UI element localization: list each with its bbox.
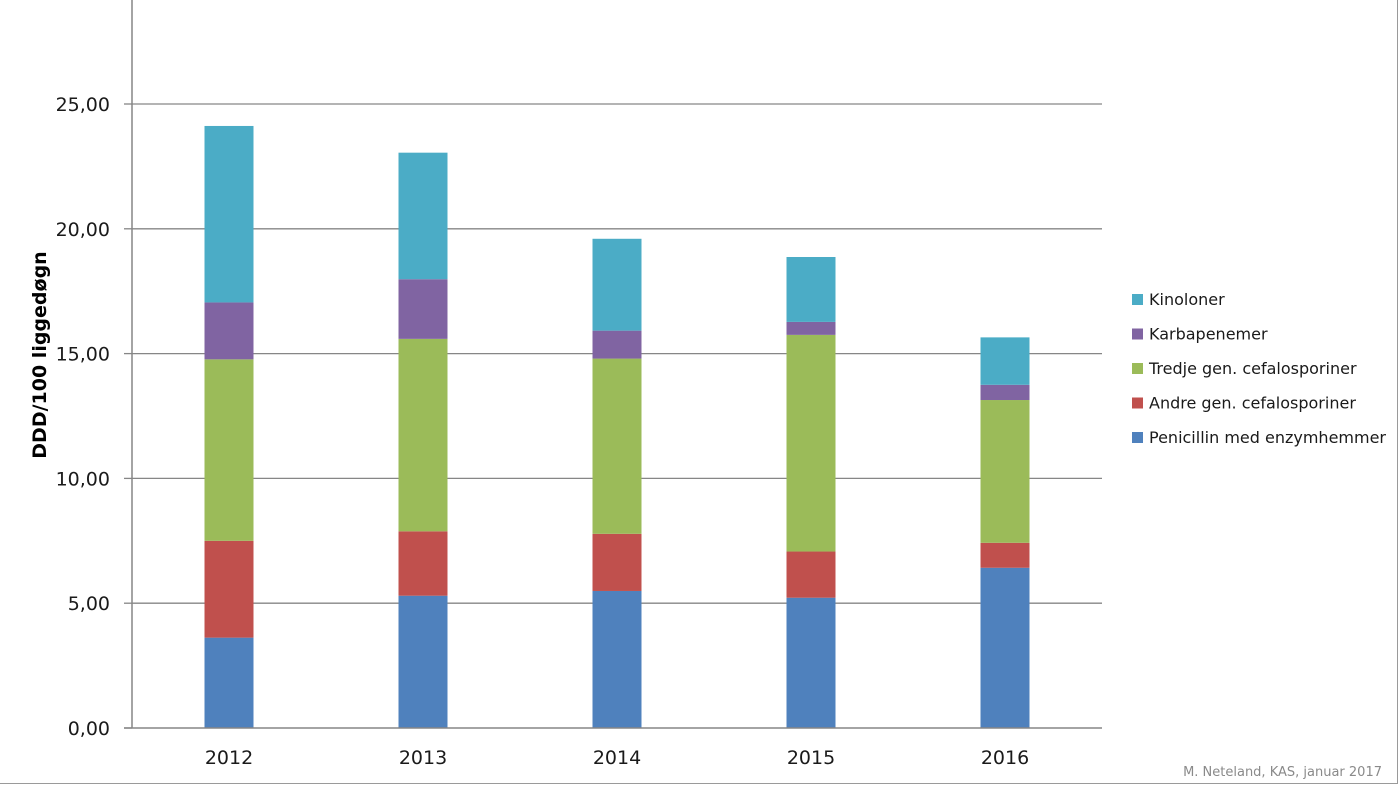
bar-segment-2015-2 [786,334,836,552]
bar-segment-2016-2 [980,400,1030,543]
x-tick-labels: 2012 2013 2014 2015 2016 [205,747,1029,769]
x-tick-label: 2013 [399,747,447,769]
y-tick-labels: 0,00 5,00 10,00 15,00 20,00 25,00 [56,94,110,740]
bar-segment-2013-3 [398,279,448,339]
y-axis-label: DDD/100 liggedøgn [29,251,51,458]
bar-segment-2016-4 [980,337,1030,385]
legend-label: Kinoloner [1149,290,1225,309]
bar-segment-2013-0 [398,595,448,728]
y-tick-label: 5,00 [68,593,110,615]
bar-segment-2014-2 [592,358,642,534]
bar-series [204,125,1030,728]
legend-label: Tredje gen. cefalosporiner [1148,359,1357,378]
bar-segment-2013-1 [398,531,448,596]
x-tick-label: 2014 [593,747,641,769]
x-tick-label: 2012 [205,747,253,769]
bar-segment-2016-0 [980,567,1030,728]
bar-segment-2012-4 [204,125,254,303]
bar-segment-2012-1 [204,540,254,638]
bar-segment-2016-1 [980,542,1030,568]
bar-segment-2015-0 [786,597,836,728]
legend-label: Penicillin med enzymhemmer [1149,428,1386,447]
bar-segment-2012-2 [204,359,254,541]
bar-segment-2014-0 [592,590,642,728]
y-tick-label: 20,00 [56,219,110,241]
y-tick-label: 15,00 [56,344,110,366]
bar-segment-2015-3 [786,321,836,335]
bar-segment-2014-4 [592,238,642,331]
y-tick-label: 25,00 [56,94,110,116]
legend-swatch [1132,328,1143,340]
bar-segment-2012-0 [204,637,254,728]
credit-text: M. Neteland, KAS, januar 2017 [1183,765,1382,780]
legend-swatch [1132,432,1143,443]
y-tick-label: 0,00 [68,718,110,740]
legend: Kinoloner Karbapenemer Tredje gen. cefalos… [1132,290,1386,447]
bar-segment-2015-4 [786,257,836,322]
x-tick-label: 2016 [981,747,1029,769]
axes [124,0,1102,729]
bar-segment-2013-2 [398,338,448,532]
bar-segment-2015-1 [786,551,836,598]
y-tick-label: 10,00 [56,468,110,490]
legend-swatch [1132,294,1143,305]
legend-label: Karbapenemer [1149,325,1268,344]
bar-segment-2014-3 [592,330,642,359]
legend-label: Andre gen. cefalosporiner [1149,394,1356,413]
legend-swatch [1132,363,1143,374]
legend-swatch [1132,397,1143,409]
x-tick-label: 2015 [787,747,835,769]
bar-segment-2014-1 [592,533,642,591]
bar-segment-2012-3 [204,302,254,360]
bar-segment-2013-4 [398,152,448,280]
bar-segment-2016-3 [980,384,1030,401]
